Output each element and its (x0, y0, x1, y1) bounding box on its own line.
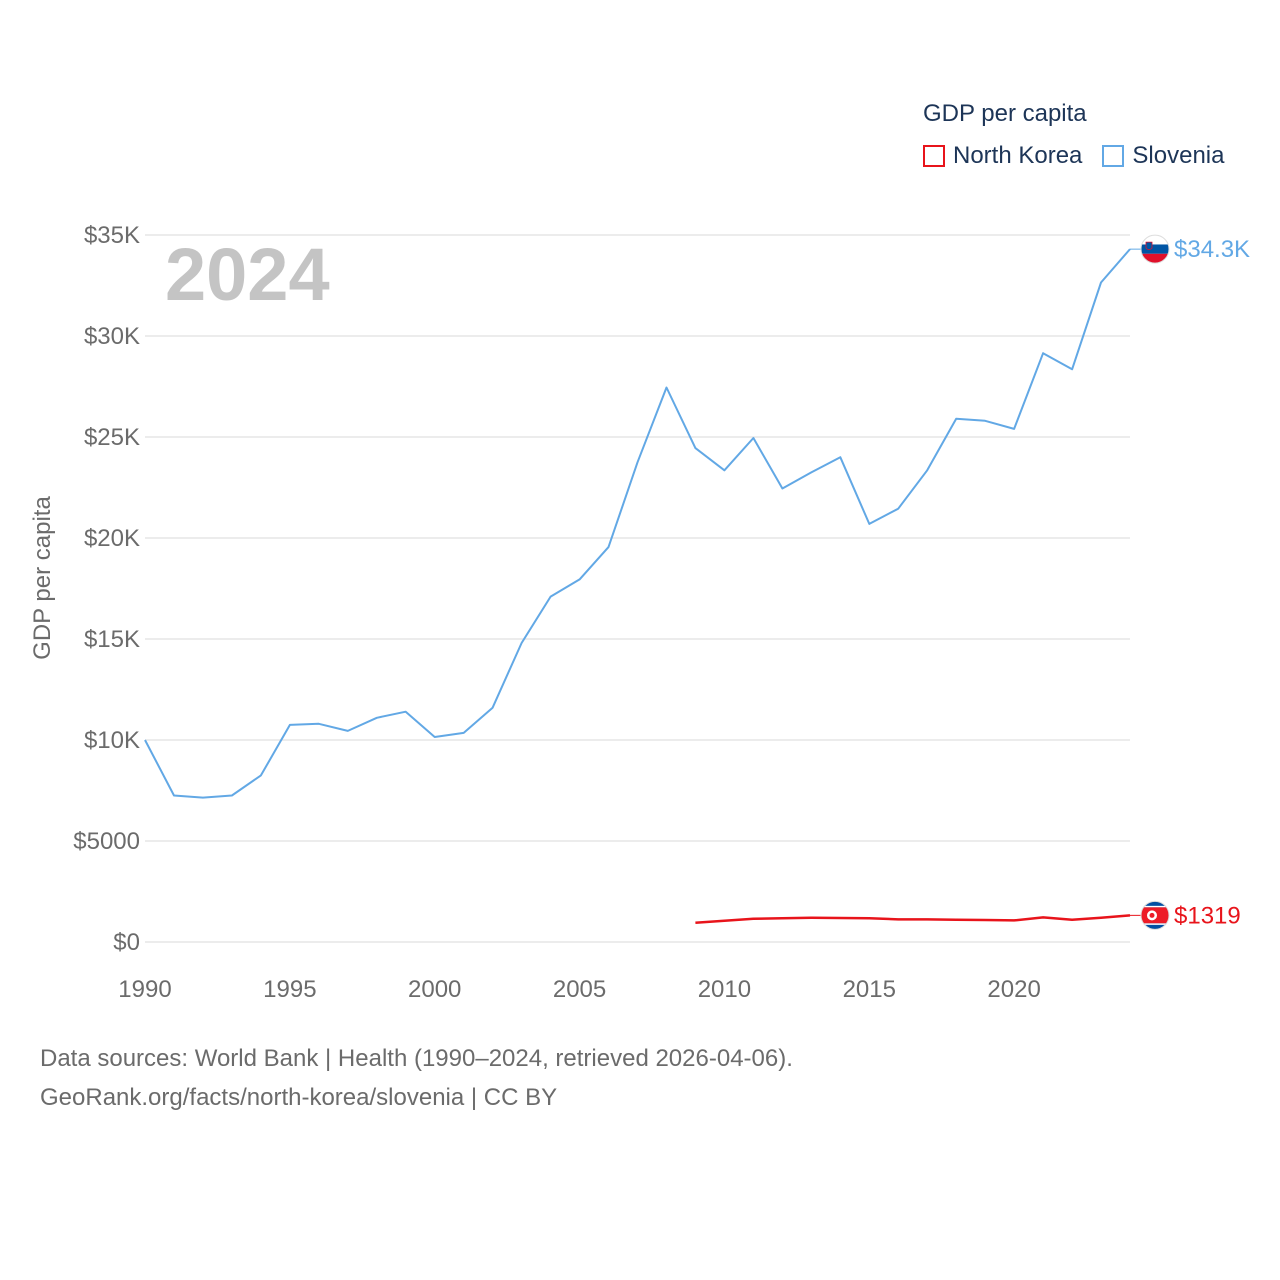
footer-link[interactable]: GeoRank.org/facts/north-korea/slovenia |… (40, 1084, 558, 1111)
y-tick-label: $25K (84, 424, 140, 451)
y-tick-labels: $0 $5000 $10K $15K $20K $25K $30K $35K (73, 222, 140, 956)
y-tick-label: $10K (84, 727, 140, 754)
y-tick-label: $5000 (73, 828, 140, 855)
y-tick-label: $35K (84, 222, 140, 249)
year-label: 2024 (165, 233, 330, 316)
slovenia-flag-icon (1140, 234, 1170, 264)
y-tick-label: $30K (84, 323, 140, 350)
legend: North Korea Slovenia (923, 142, 1244, 170)
y-axis-label: GDP per capita (29, 496, 56, 660)
series-lines (144, 248, 1131, 925)
x-tick-label: 2010 (698, 976, 751, 1003)
y-tick-label: $20K (84, 525, 140, 552)
x-tick-label: 2005 (553, 976, 606, 1003)
y-tick-label: $15K (84, 626, 140, 653)
series-end-markers: $34.3K $1319 (1130, 234, 1250, 930)
end-label-north-korea: $1319 (1174, 902, 1241, 929)
legend-title: GDP per capita (923, 100, 1087, 127)
x-tick-label: 1995 (263, 976, 316, 1003)
legend-label-slovenia: Slovenia (1132, 142, 1225, 169)
y-tick-label: $0 (113, 929, 140, 956)
gridlines (145, 234, 1130, 943)
legend-swatch-slovenia (1102, 145, 1125, 167)
x-tick-label: 1990 (118, 976, 171, 1003)
legend-item-slovenia[interactable]: Slovenia (1102, 142, 1224, 170)
legend-label-north-korea: North Korea (953, 142, 1083, 169)
legend-item-north-korea[interactable]: North Korea (923, 142, 1082, 170)
series-line-north-korea[interactable] (695, 914, 1131, 925)
footer-sources: Data sources: World Bank | Health (1990–… (40, 1045, 793, 1072)
legend-swatch-north-korea (923, 145, 945, 167)
x-tick-label: 2000 (408, 976, 461, 1003)
x-tick-labels: 1990 1995 2000 2005 2010 2015 2020 (118, 976, 1041, 1003)
x-tick-label: 2020 (987, 976, 1040, 1003)
series-line-slovenia[interactable] (144, 248, 1131, 799)
end-label-slovenia: $34.3K (1174, 236, 1250, 263)
x-tick-label: 2015 (843, 976, 896, 1003)
north-korea-flag-icon (1140, 900, 1170, 930)
